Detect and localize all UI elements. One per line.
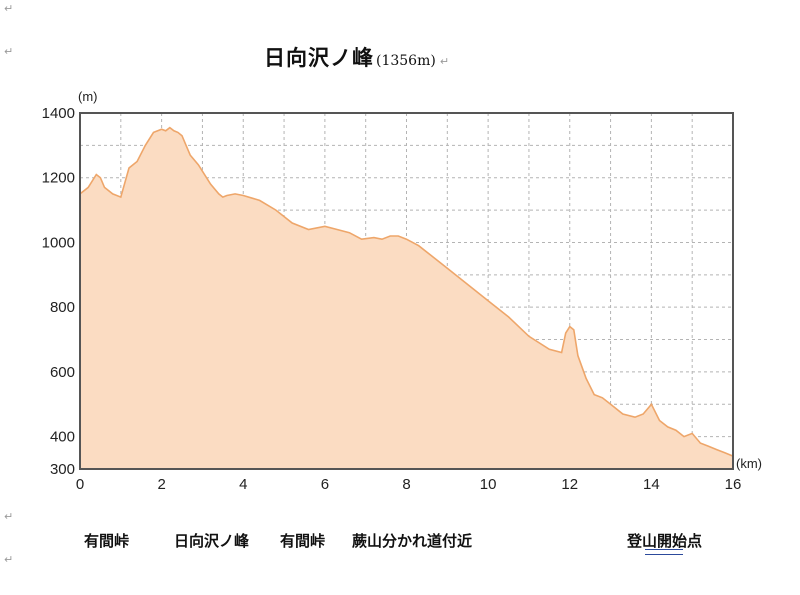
y-tick-label: 1200 <box>42 170 75 187</box>
y-axis-ticks: 300 400 600 800 1000 1200 1400 <box>42 105 75 478</box>
y-tick-label: 800 <box>50 299 75 316</box>
y-tick-label: 300 <box>50 461 75 478</box>
elevation-area <box>80 127 733 469</box>
paragraph-mark: ↵ <box>4 45 14 58</box>
x-tick-label: 14 <box>643 476 660 493</box>
page-title: 日向沢ノ峰 <box>264 45 374 70</box>
paragraph-mark: ↵ <box>4 510 14 523</box>
x-tick-label: 4 <box>239 476 247 493</box>
y-axis-label: (m) <box>78 89 98 104</box>
paragraph-mark: ↵ <box>4 2 14 15</box>
x-tick-label: 2 <box>157 476 165 493</box>
peak-elevation-label: (1356m) <box>376 53 436 69</box>
x-tick-label: 12 <box>561 476 578 493</box>
y-tick-label: 600 <box>50 364 75 381</box>
plot-frame <box>79 112 734 470</box>
elevation-line <box>79 126 734 457</box>
y-tick-label: 1400 <box>42 105 75 122</box>
paragraph-mark: ↵ <box>4 553 14 566</box>
chart-heading: 日向沢ノ峰 (1356m) ↵ <box>264 42 449 72</box>
x-tick-label: 8 <box>402 476 410 493</box>
paragraph-mark: ↵ <box>439 55 450 68</box>
x-tick-label: 6 <box>321 476 329 493</box>
x-tick-label: 10 <box>480 476 497 493</box>
x-axis-label: (km) <box>736 456 762 471</box>
x-axis-ticks: 0 2 4 6 8 10 12 14 16 <box>76 476 742 493</box>
y-tick-label: 1000 <box>42 234 75 251</box>
x-tick-label: 0 <box>76 476 84 493</box>
y-tick-label: 400 <box>50 429 75 446</box>
x-tick-label: 16 <box>725 476 742 493</box>
